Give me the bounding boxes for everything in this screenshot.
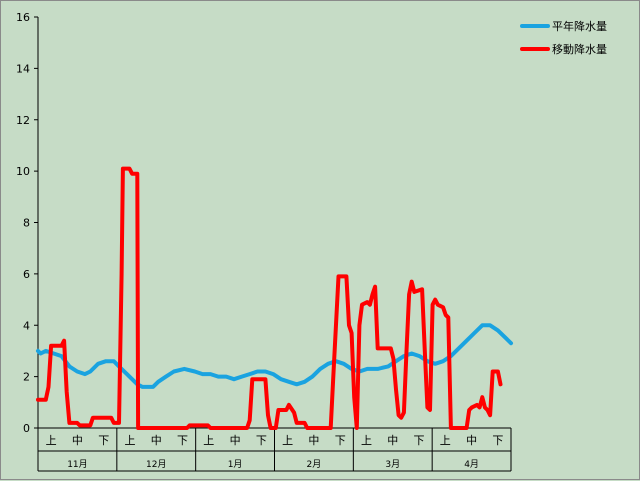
dekad-label: 上	[203, 434, 214, 447]
dekad-label: 下	[335, 434, 346, 447]
month-label: 11月	[67, 459, 87, 470]
month-label: 4月	[464, 459, 479, 470]
month-label: 1月	[228, 459, 243, 470]
month-label: 2月	[307, 459, 322, 470]
dekad-label: 中	[387, 434, 398, 447]
y-tick-label: 16	[16, 11, 30, 24]
dekad-label: 中	[72, 434, 83, 447]
y-tick-label: 12	[16, 114, 30, 127]
dekad-label: 上	[46, 434, 57, 447]
plot-area	[38, 17, 511, 428]
dekad-label: 上	[282, 434, 293, 447]
dekad-label: 下	[98, 434, 109, 447]
dekad-label: 下	[256, 434, 267, 447]
y-tick-label: 4	[23, 319, 30, 332]
y-tick-label: 2	[23, 371, 30, 384]
y-tick-label: 8	[23, 217, 30, 230]
dekad-label: 下	[177, 434, 188, 447]
dekad-label: 上	[124, 434, 135, 447]
y-tick-label: 14	[16, 62, 30, 75]
month-label: 3月	[385, 459, 400, 470]
month-label: 12月	[146, 459, 166, 470]
dekad-label: 下	[492, 434, 503, 447]
dekad-label: 中	[466, 434, 477, 447]
series-line-1	[36, 166, 503, 430]
legend-label-0: 平年降水量	[552, 19, 607, 33]
dekad-label: 中	[151, 434, 162, 447]
y-tick-label: 0	[23, 422, 30, 435]
legend-label-1: 移動降水量	[552, 42, 607, 56]
dekad-label: 下	[414, 434, 425, 447]
dekad-label: 上	[361, 434, 372, 447]
dekad-label: 中	[230, 434, 241, 447]
dekad-label: 中	[308, 434, 319, 447]
y-tick-label: 10	[16, 165, 30, 178]
y-tick-label: 6	[23, 268, 30, 281]
dekad-label: 上	[440, 434, 451, 447]
